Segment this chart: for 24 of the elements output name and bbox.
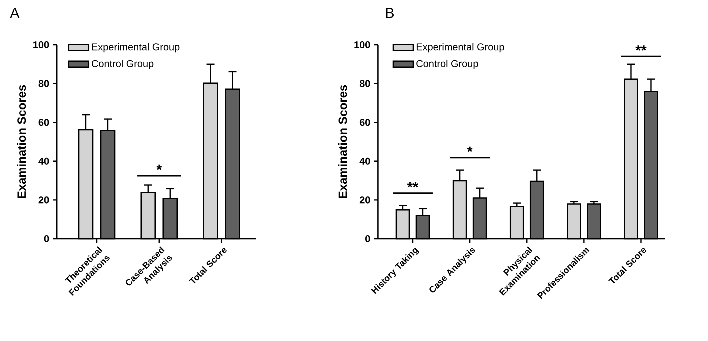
y-tick-label: 80 xyxy=(360,80,370,88)
y-tick-label: 40 xyxy=(360,158,370,165)
chart-title: B xyxy=(386,8,394,18)
legend-label: Experimental Group xyxy=(416,43,504,53)
annotation: ** xyxy=(636,46,647,51)
chart-title: A xyxy=(10,8,20,18)
legend-label: Control Group xyxy=(416,60,478,70)
y-tick-label: 40 xyxy=(38,158,50,165)
y-axis-title: Examination Scores xyxy=(338,85,348,198)
y-tick-label: 100 xyxy=(34,41,50,49)
y-tick-label: 0 xyxy=(44,235,50,243)
y-tick-label: 100 xyxy=(354,41,370,49)
annotation: * xyxy=(467,146,473,152)
annotation: ** xyxy=(407,182,419,188)
legend-label: Experimental Group xyxy=(92,43,180,53)
annotation: * xyxy=(156,164,162,170)
y-tick-label: 80 xyxy=(38,80,50,88)
y-tick-label: 0 xyxy=(366,235,370,243)
y-axis-title: Examination Scores xyxy=(17,85,26,198)
y-tick-label: 20 xyxy=(38,196,50,204)
y-tick-label: 60 xyxy=(360,119,370,126)
y-tick-label: 20 xyxy=(360,196,370,204)
legend-label: Control Group xyxy=(92,60,154,70)
y-tick-label: 60 xyxy=(38,119,50,126)
